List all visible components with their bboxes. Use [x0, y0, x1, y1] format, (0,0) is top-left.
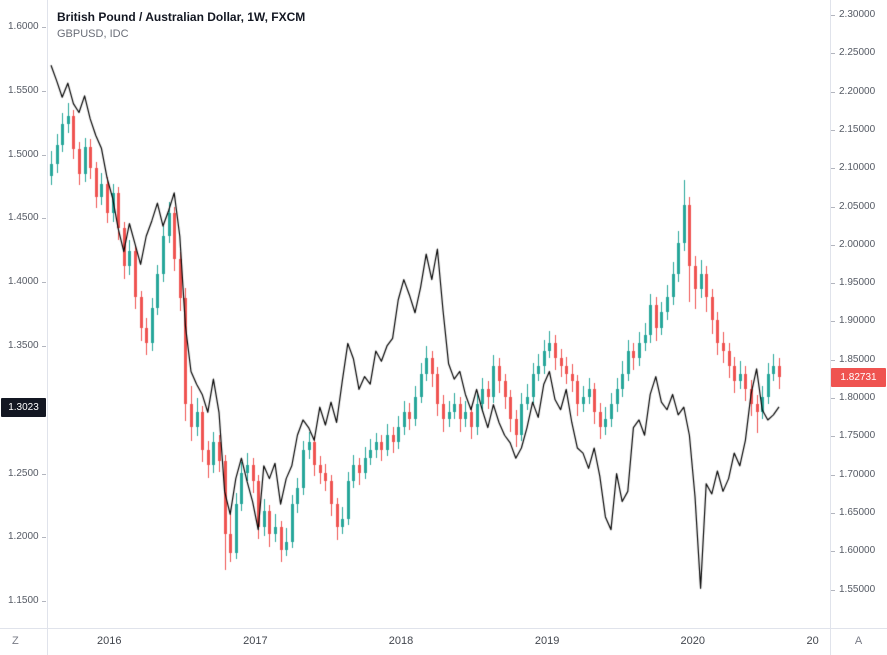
axis-tick: [831, 244, 835, 246]
timezone-button[interactable]: Z: [12, 635, 19, 647]
axis-tick: [42, 218, 46, 220]
time-axis-label: 20: [806, 635, 819, 647]
time-axis-label: 2018: [388, 635, 414, 647]
price-axis-label: 1.90000: [839, 315, 876, 327]
price-axis-label: 1.2000: [8, 531, 39, 543]
price-axis-label: 1.1500: [8, 595, 39, 607]
price-axis-label: 1.85000: [839, 353, 876, 365]
axis-tick: [831, 15, 835, 16]
axis-tick: [831, 283, 835, 285]
axis-tick: [831, 512, 835, 514]
left-price-badge: 1.3023: [1, 397, 46, 417]
axis-tick: [831, 53, 835, 55]
axis-tick: [831, 91, 835, 93]
right-price-axis[interactable]: 2.30000 2.25000 2.20000 2.15000 2.10000 2.050…: [830, 0, 887, 628]
price-axis-label: 1.5000: [8, 148, 39, 160]
axis-tick: [831, 321, 835, 323]
price-axis-label: 1.65000: [839, 506, 876, 518]
left-price-axis[interactable]: 1.6000 1.5500 1.5000 1.4500 1.4000 1.3500 1.25…: [0, 0, 47, 628]
price-axis-label: 1.80000: [839, 392, 876, 404]
price-axis-label: 2.00000: [839, 238, 876, 250]
symbol-title[interactable]: British Pound / Australian Dollar, 1W, F…: [57, 10, 306, 24]
axis-tick: [831, 129, 835, 131]
price-axis-label: 1.3500: [8, 339, 39, 351]
left-axis-border: [47, 0, 48, 655]
price-axis-label: 1.60000: [839, 545, 876, 557]
price-axis-label: 2.10000: [839, 162, 876, 174]
axis-tick: [831, 589, 835, 591]
time-axis-label: 2016: [96, 635, 122, 647]
axis-tick: [42, 537, 46, 539]
axis-tick: [42, 154, 46, 156]
overlay-symbol-label[interactable]: GBPUSD, IDC: [57, 28, 129, 40]
axis-tick: [42, 282, 46, 284]
time-axis-label: 2019: [534, 635, 560, 647]
time-axis[interactable]: 2016 2017 2018 2019 2020 20: [47, 628, 830, 655]
price-axis-label: 1.75000: [839, 430, 876, 442]
price-chart-canvas[interactable]: [47, 0, 830, 628]
axis-tick: [42, 90, 46, 92]
axis-tick: [831, 359, 835, 361]
price-axis-label: 1.55000: [839, 583, 876, 595]
price-axis-label: 1.6000: [8, 21, 39, 33]
price-axis-label: 1.5500: [8, 84, 39, 96]
time-axis-label: 2020: [680, 635, 705, 647]
axis-tick: [831, 436, 835, 438]
bottom-axis-border: [0, 628, 887, 629]
price-axis-label: 1.4000: [8, 276, 39, 288]
autoscale-button[interactable]: A: [854, 635, 863, 647]
price-axis-label: 1.70000: [839, 468, 876, 480]
price-axis-label: 1.95000: [839, 277, 876, 289]
price-axis-label: 2.05000: [839, 200, 876, 212]
price-axis-label: 1.4500: [8, 212, 39, 224]
price-axis-label: 2.20000: [839, 85, 876, 97]
price-axis-label: 2.30000: [839, 9, 876, 20]
time-axis-label: 2017: [243, 635, 268, 647]
axis-tick: [831, 168, 835, 170]
axis-tick: [42, 345, 46, 347]
price-axis-label: 1.2500: [8, 467, 39, 479]
price-axis-label: 2.25000: [839, 47, 876, 59]
axis-tick: [831, 551, 835, 553]
price-axis-label: 2.15000: [839, 123, 876, 135]
chart-legend: British Pound / Australian Dollar, 1W, F…: [57, 10, 305, 41]
axis-tick: [831, 398, 835, 400]
axis-tick: [42, 27, 46, 29]
axis-tick: [42, 601, 46, 603]
axis-tick: [831, 206, 835, 208]
right-axis-border: [830, 0, 831, 655]
axis-tick: [42, 473, 46, 475]
axis-tick: [831, 474, 835, 476]
last-price-badge: 1.82731: [831, 368, 886, 388]
